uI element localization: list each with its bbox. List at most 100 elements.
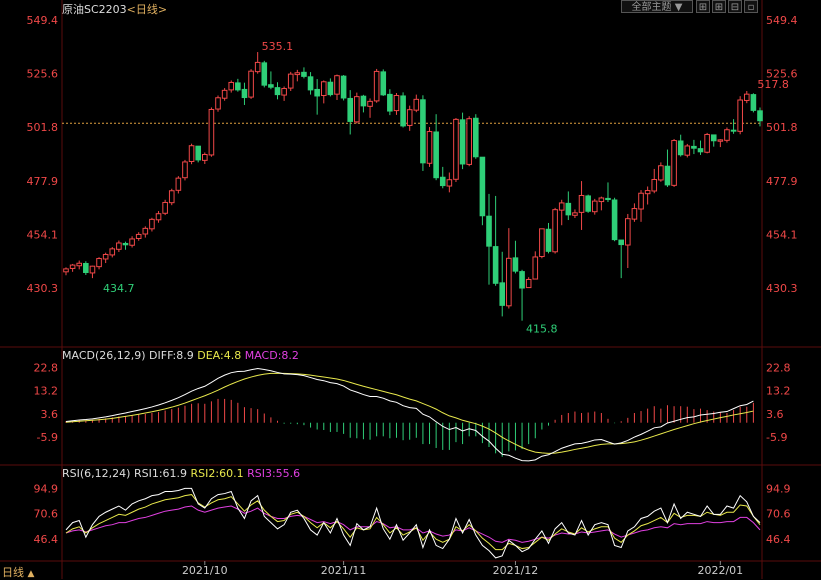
candle-body	[433, 131, 439, 179]
candle-body	[116, 242, 122, 250]
candle-body	[327, 81, 334, 96]
candle-body	[334, 75, 340, 95]
candle-body	[307, 76, 314, 91]
candle-body	[208, 108, 215, 156]
candle-body	[129, 238, 135, 246]
candle-body	[644, 190, 651, 195]
dea-line	[65, 372, 754, 454]
candle-body	[757, 110, 763, 122]
candle-body	[704, 133, 710, 153]
candle-body	[274, 87, 281, 96]
price-y-tick: 430.3	[27, 282, 59, 295]
candle-body	[691, 145, 697, 149]
candle-body	[69, 264, 76, 269]
zoom-in-button[interactable]: ⊞	[712, 0, 726, 13]
candle-body	[367, 100, 373, 107]
candle-body	[122, 242, 129, 246]
candle-body	[750, 94, 757, 111]
rsi-y-tick: 94.9	[34, 482, 59, 495]
candle-body	[677, 140, 684, 156]
candle-body	[168, 190, 175, 204]
candle-body	[340, 75, 347, 99]
macd-y-tick: -5.9	[37, 431, 58, 444]
candle-body	[261, 62, 268, 86]
candle-body	[572, 212, 578, 216]
candle-body	[63, 268, 69, 273]
macd-y-tick: 22.8	[34, 361, 59, 374]
candle-body	[195, 145, 201, 161]
candle-body	[347, 97, 354, 122]
price-y-tick: 430.3	[766, 282, 798, 295]
candle-body	[664, 165, 671, 186]
rsi-y-tick: 46.4	[34, 533, 59, 546]
diff-line	[65, 368, 754, 462]
rsi-y-tick: 46.4	[766, 533, 791, 546]
candle-body	[102, 253, 109, 260]
candle-body	[552, 209, 558, 253]
theme-label: 全部主题	[631, 2, 672, 13]
candle-body	[578, 194, 585, 213]
candle-body	[717, 139, 724, 142]
x-axis-label: 2021/10	[182, 564, 228, 577]
candle-body	[658, 165, 664, 181]
settings-button[interactable]: ▫	[744, 0, 758, 13]
start-low-label: 434.7	[103, 282, 135, 295]
rsi-header: RSI(6,12,24) RSI1:61.9 RSI2:60.1 RSI3:55…	[62, 467, 300, 480]
candle-body	[519, 271, 525, 289]
candle-body	[155, 213, 162, 221]
candle-body	[235, 82, 241, 91]
zoom-out-button[interactable]: ⊟	[728, 0, 742, 13]
candle-body	[373, 70, 380, 102]
candle-body	[684, 145, 691, 156]
candle-body	[301, 71, 307, 77]
candle-body	[393, 95, 400, 112]
candle-body	[539, 228, 545, 258]
candle-body	[651, 179, 658, 192]
last-high-label: 517.8	[757, 78, 789, 91]
candle-body	[466, 118, 472, 165]
candle-body	[446, 179, 453, 187]
candle-body	[135, 233, 142, 239]
candle-body	[188, 145, 195, 162]
macd-value: MACD:8.2	[244, 349, 299, 362]
candle-body	[598, 197, 605, 203]
rsi1-line	[65, 487, 761, 559]
candle-body	[585, 195, 591, 212]
candle-body	[730, 129, 737, 132]
triangle-down-icon: ▼	[674, 2, 683, 13]
candle-body	[710, 134, 717, 142]
candle-body	[506, 257, 512, 307]
candle-body	[182, 161, 188, 179]
candle-body	[638, 192, 644, 210]
candle-body	[671, 140, 677, 186]
candle-body	[737, 99, 743, 132]
price-y-tick: 501.8	[27, 121, 59, 134]
theme-dropdown[interactable]: 全部主题 ▼	[621, 0, 693, 13]
candle-body	[241, 88, 248, 99]
candle-body	[426, 131, 433, 164]
rsi2-line	[65, 494, 761, 551]
candle-body	[360, 95, 367, 107]
candle-body	[89, 265, 96, 274]
crosshair-icon: ⊞	[698, 2, 708, 13]
macd-y-tick: 3.6	[41, 408, 59, 421]
candle-body	[512, 257, 519, 272]
candle-body	[499, 282, 506, 306]
macd-header: MACD(26,12,9) DIFF:8.9 DEA:4.8 MACD:8.2	[62, 349, 299, 362]
candle-body	[459, 119, 466, 165]
candle-body	[281, 88, 287, 96]
high-label: 535.1	[262, 40, 294, 53]
period-tag[interactable]: <日线>	[126, 3, 168, 16]
macd-dea: DEA:4.8	[197, 349, 242, 362]
macd-y-tick: 22.8	[766, 361, 791, 374]
period-switch[interactable]: 日线 ▲	[2, 564, 34, 580]
grid-icon: ⊟	[730, 2, 740, 13]
candle-body	[175, 177, 182, 191]
period-switch-label: 日线	[2, 566, 24, 579]
crosshair-button[interactable]: ⊞	[696, 0, 710, 13]
candle-body	[697, 148, 704, 153]
rsi3-line	[65, 505, 761, 543]
rsi-y-tick: 70.6	[766, 508, 791, 521]
candle-body	[294, 72, 301, 76]
